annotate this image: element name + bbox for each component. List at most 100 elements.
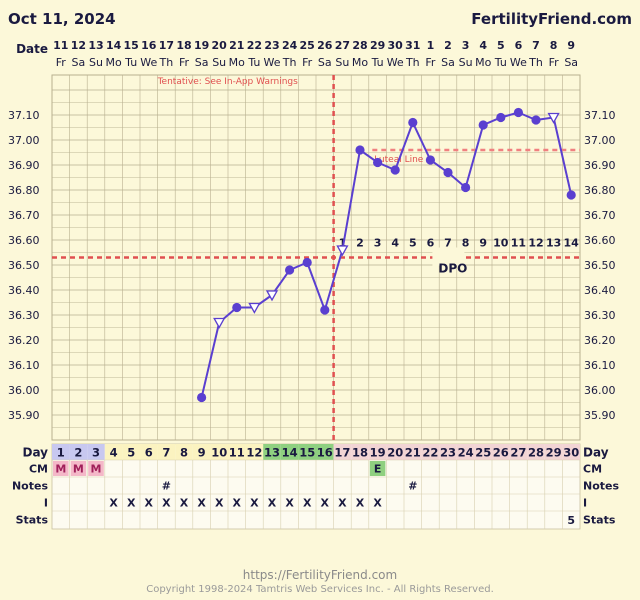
- weekday-label: Th: [405, 56, 420, 69]
- y-tick-left: 36.30: [8, 309, 40, 322]
- date-number: 14: [106, 39, 122, 52]
- date-number: 29: [370, 39, 385, 52]
- weekday-label: Th: [282, 56, 297, 69]
- dpo-number: 14: [564, 236, 580, 249]
- day-cell: [474, 444, 492, 460]
- row-label-right: Day: [583, 446, 609, 460]
- bottom-rows: 1 2 3 4 5 6 7 8 9 10 11 12 13 14 15 16 17 18 19 20 21 22 23 24 2…: [12, 443, 619, 530]
- day-number: 8: [180, 446, 188, 460]
- y-tick-right: 37.00: [584, 134, 616, 147]
- date-number: 15: [124, 39, 139, 52]
- weekday-label: Tu: [124, 56, 137, 69]
- temperature-point: [425, 155, 435, 165]
- cm-mark: M: [55, 463, 66, 476]
- y-tick-left: 36.60: [8, 234, 40, 247]
- intercourse-mark: X: [233, 497, 242, 510]
- day-number: 3: [92, 446, 100, 460]
- day-number: 30: [563, 446, 579, 460]
- day-cell: [492, 444, 510, 460]
- date-number: 22: [247, 39, 262, 52]
- open-triangle-point: [213, 317, 226, 329]
- date-number: 18: [176, 39, 191, 52]
- day-number: 7: [162, 446, 170, 460]
- warning-text: Tentative: See In-App Warnings: [157, 77, 299, 87]
- day-number: 28: [528, 446, 544, 460]
- weekday-label: Tu: [247, 56, 260, 69]
- row-label-right: I: [583, 497, 587, 510]
- temperature-point: [390, 165, 400, 175]
- y-tick-left: 37.00: [8, 134, 40, 147]
- dpo-number: 7: [444, 236, 452, 249]
- day-number: 6: [145, 446, 153, 460]
- day-cell: [509, 444, 528, 460]
- dpo-number: 5: [409, 236, 417, 249]
- date-number: 6: [515, 39, 523, 52]
- day-number: 12: [246, 446, 262, 460]
- weekday-label: Fr: [56, 56, 67, 69]
- y-tick-left: 37.10: [8, 109, 40, 122]
- date-number: 9: [567, 39, 575, 52]
- day-cell: [544, 444, 563, 460]
- cm-cell: [369, 461, 386, 476]
- intercourse-mark: X: [145, 497, 154, 510]
- y-tick-left: 36.90: [8, 159, 40, 172]
- date-label: Date: [16, 42, 48, 56]
- intercourse-mark: X: [338, 497, 347, 510]
- day-cell: [562, 444, 580, 460]
- dpo-number: 11: [511, 236, 526, 249]
- intercourse-mark: X: [109, 497, 118, 510]
- day-cell: [140, 444, 158, 460]
- date-header: 11 12 13 14 15 16 17 18 19 20 21 22 23 24 25 26 27 28 29 30…: [53, 39, 578, 69]
- dpo-number: 3: [374, 236, 382, 249]
- row-label-right: Stats: [583, 514, 616, 527]
- weekday-label: Sa: [72, 56, 86, 69]
- date-number: 25: [300, 39, 315, 52]
- weekday-label: We: [140, 56, 157, 69]
- intercourse-mark: X: [250, 497, 259, 510]
- temperature-point: [355, 145, 365, 155]
- y-tick-left: 36.80: [8, 184, 40, 197]
- temperature-point: [197, 392, 207, 403]
- date-number: 17: [159, 39, 174, 52]
- day-number: 5: [127, 446, 135, 460]
- date-number: 28: [352, 39, 367, 52]
- dpo-number: 9: [479, 236, 487, 249]
- weekday-label: Su: [335, 56, 349, 69]
- date-number: 27: [335, 39, 350, 52]
- day-number: 13: [264, 446, 280, 460]
- y-tick-left: 35.90: [8, 409, 40, 422]
- temperature-point: [478, 120, 488, 130]
- dpo-label: DPO: [438, 262, 467, 276]
- weekday-label: Fr: [179, 56, 190, 69]
- footer-copyright: Copyright 1998-2024 Tamtris Web Services…: [146, 584, 494, 595]
- day-cell: [333, 444, 352, 460]
- weekday-label: Fr: [425, 56, 436, 69]
- day-number: 1: [57, 446, 65, 460]
- cm-mark: M: [73, 463, 84, 476]
- dpo-number: 10: [493, 236, 509, 249]
- day-cell: [228, 444, 246, 460]
- open-triangle-point: [265, 290, 279, 302]
- day-cell: [280, 444, 299, 460]
- day-cell: [87, 444, 105, 460]
- temperature-point: [461, 182, 471, 193]
- weekday-label: Fr: [302, 56, 313, 69]
- weekday-label: Sa: [195, 56, 209, 69]
- day-number: 26: [493, 446, 509, 460]
- day-cell: [456, 444, 475, 460]
- day-number: 20: [387, 446, 403, 460]
- open-triangle-point: [248, 302, 261, 314]
- notes-mark: #: [408, 480, 417, 493]
- y-tick-right: 36.80: [584, 184, 616, 197]
- weekday-label: Su: [459, 56, 473, 69]
- intercourse-mark: X: [285, 497, 294, 510]
- y-tick-right: 36.00: [584, 384, 616, 397]
- weekday-label: Su: [89, 56, 103, 69]
- temperature-line: [200, 111, 573, 398]
- day-number: 25: [475, 446, 491, 460]
- y-tick-right: 36.50: [584, 259, 616, 272]
- date-number: 2: [444, 39, 452, 52]
- weekday-label: Mo: [352, 56, 368, 69]
- row-label-left: Day: [22, 446, 48, 460]
